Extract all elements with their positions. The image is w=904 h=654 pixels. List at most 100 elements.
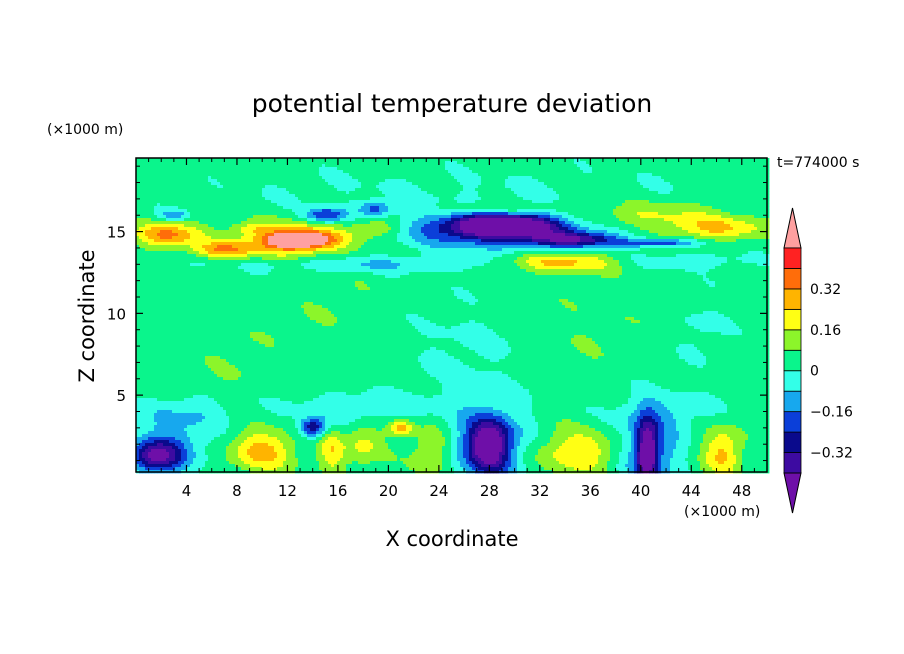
field-cell — [430, 209, 434, 213]
field-cell — [382, 164, 386, 168]
field-cell — [679, 167, 683, 171]
field-cell — [154, 215, 158, 219]
field-cell — [298, 194, 302, 198]
field-cell — [559, 158, 563, 162]
field-cell — [559, 182, 563, 186]
field-cell — [643, 173, 647, 177]
field-cell — [589, 209, 593, 213]
field-cell — [166, 176, 170, 180]
field-cell — [700, 158, 704, 162]
field-cell — [289, 197, 293, 201]
field-cell — [256, 176, 260, 180]
field-cell — [703, 182, 707, 186]
field-cell — [244, 176, 248, 180]
field-cell — [493, 194, 497, 198]
field-cell — [436, 224, 440, 228]
field-cell — [625, 179, 629, 183]
field-cell — [325, 194, 329, 198]
field-cell — [664, 200, 668, 204]
field-cell — [679, 203, 683, 207]
field-cell — [763, 170, 767, 174]
field-cell — [346, 206, 350, 210]
field-cell — [235, 185, 239, 189]
field-cell — [244, 209, 248, 213]
field-cell — [226, 224, 230, 228]
field-cell — [550, 170, 554, 174]
field-cell — [280, 227, 284, 231]
field-cell — [514, 158, 518, 162]
field-cell — [679, 170, 683, 174]
field-cell — [319, 227, 323, 231]
field-cell — [169, 200, 173, 204]
field-cell — [295, 194, 299, 198]
field-cell — [409, 227, 413, 231]
field-cell — [736, 221, 740, 225]
field-cell — [310, 179, 314, 183]
field-cell — [607, 158, 611, 162]
field-cell — [481, 185, 485, 189]
field-cell — [247, 173, 251, 177]
field-cell — [619, 167, 623, 171]
field-cell — [601, 164, 605, 168]
field-cell — [580, 185, 584, 189]
field-cell — [439, 218, 443, 222]
field-cell — [661, 188, 665, 192]
field-cell — [175, 206, 179, 210]
field-cell — [412, 203, 416, 207]
field-cell — [724, 221, 728, 225]
field-cell — [382, 194, 386, 198]
field-cell — [487, 167, 491, 171]
field-cell — [685, 206, 689, 210]
field-cell — [325, 191, 329, 195]
field-cell — [460, 197, 464, 201]
field-cell — [160, 179, 164, 183]
field-cell — [580, 182, 584, 186]
field-cell — [262, 209, 266, 213]
field-cell — [646, 188, 650, 192]
field-cell — [196, 215, 200, 219]
field-cell — [718, 218, 722, 222]
field-cell — [631, 194, 635, 198]
field-cell — [328, 209, 332, 213]
field-cell — [727, 182, 731, 186]
field-cell — [250, 164, 254, 168]
field-cell — [697, 167, 701, 171]
field-cell — [163, 164, 167, 168]
field-cell — [277, 173, 281, 177]
field-cell — [316, 218, 320, 222]
field-cell — [268, 224, 272, 228]
field-cell — [625, 212, 629, 216]
field-cell — [712, 203, 716, 207]
field-cell — [364, 227, 368, 231]
field-cell — [166, 203, 170, 207]
field-cell — [574, 158, 578, 162]
field-cell — [328, 206, 332, 210]
field-cell — [361, 173, 365, 177]
field-cell — [397, 209, 401, 213]
field-cell — [166, 227, 170, 231]
field-cell — [577, 218, 581, 222]
field-cell — [208, 164, 212, 168]
field-cell — [316, 191, 320, 195]
field-cell — [142, 215, 146, 219]
field-cell — [481, 188, 485, 192]
field-cell — [277, 221, 281, 225]
field-cell — [601, 206, 605, 210]
field-cell — [763, 179, 767, 183]
field-cell — [406, 173, 410, 177]
field-cell — [184, 185, 188, 189]
field-cell — [334, 200, 338, 204]
field-cell — [703, 158, 707, 162]
field-cell — [688, 209, 692, 213]
field-cell — [469, 191, 473, 195]
field-cell — [496, 221, 500, 225]
field-cell — [592, 161, 596, 165]
field-cell — [484, 227, 488, 231]
field-cell — [745, 197, 749, 201]
field-cell — [190, 170, 194, 174]
field-cell — [217, 185, 221, 189]
field-cell — [760, 203, 764, 207]
field-cell — [586, 203, 590, 207]
field-cell — [754, 176, 758, 180]
field-cell — [577, 176, 581, 180]
